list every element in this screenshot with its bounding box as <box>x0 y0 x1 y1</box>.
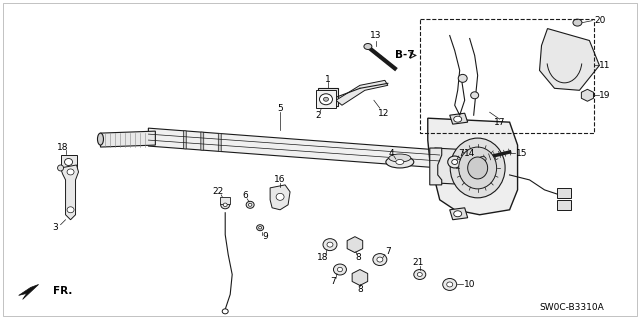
Polygon shape <box>352 270 368 286</box>
Text: 3: 3 <box>52 223 58 232</box>
Text: FR.: FR. <box>52 286 72 296</box>
Text: 18: 18 <box>57 143 68 152</box>
Ellipse shape <box>246 201 254 208</box>
Polygon shape <box>183 131 186 149</box>
Bar <box>318 88 338 106</box>
Ellipse shape <box>447 282 452 287</box>
Polygon shape <box>428 118 518 215</box>
Ellipse shape <box>97 133 104 145</box>
Bar <box>557 188 572 198</box>
Text: 18: 18 <box>317 253 329 262</box>
Ellipse shape <box>443 278 457 290</box>
Ellipse shape <box>459 147 497 189</box>
Ellipse shape <box>221 201 230 209</box>
Ellipse shape <box>276 193 284 200</box>
Bar <box>316 90 336 108</box>
Polygon shape <box>450 208 468 220</box>
Bar <box>420 19 595 133</box>
Text: 13: 13 <box>370 31 381 40</box>
Ellipse shape <box>452 160 458 165</box>
Ellipse shape <box>468 157 488 179</box>
Text: 19: 19 <box>600 91 611 100</box>
Polygon shape <box>540 29 600 90</box>
Text: 16: 16 <box>275 175 286 184</box>
Ellipse shape <box>67 207 74 213</box>
Polygon shape <box>435 148 472 185</box>
Polygon shape <box>270 185 290 210</box>
Text: 20: 20 <box>595 16 606 25</box>
Text: 7: 7 <box>385 247 391 256</box>
Text: 5: 5 <box>277 104 283 113</box>
Ellipse shape <box>373 254 387 265</box>
Ellipse shape <box>386 156 414 168</box>
Polygon shape <box>19 285 38 300</box>
Text: 9: 9 <box>262 232 268 241</box>
Text: 8: 8 <box>355 253 361 262</box>
Bar <box>557 200 572 210</box>
Ellipse shape <box>322 92 334 102</box>
Text: 8: 8 <box>357 285 363 294</box>
Ellipse shape <box>323 97 328 101</box>
Ellipse shape <box>58 165 63 171</box>
Ellipse shape <box>319 94 332 105</box>
Polygon shape <box>148 128 440 168</box>
Text: 7: 7 <box>458 149 463 158</box>
Ellipse shape <box>222 309 228 314</box>
Ellipse shape <box>248 203 252 206</box>
Text: 17: 17 <box>494 118 506 127</box>
Text: 21: 21 <box>412 258 424 267</box>
Text: SW0C-B3310A: SW0C-B3310A <box>540 303 604 312</box>
Polygon shape <box>336 80 388 105</box>
Polygon shape <box>218 133 221 152</box>
Ellipse shape <box>454 211 461 217</box>
Text: 1: 1 <box>325 75 331 84</box>
Text: 14: 14 <box>464 149 476 158</box>
Ellipse shape <box>364 43 372 49</box>
Text: 2: 2 <box>315 111 321 120</box>
Polygon shape <box>430 148 442 185</box>
Text: B-7: B-7 <box>395 50 415 61</box>
Ellipse shape <box>450 138 505 198</box>
Ellipse shape <box>396 160 404 165</box>
Ellipse shape <box>326 95 330 99</box>
Ellipse shape <box>377 257 383 262</box>
Ellipse shape <box>65 159 72 166</box>
Polygon shape <box>450 113 468 124</box>
Ellipse shape <box>448 156 461 168</box>
Polygon shape <box>347 237 363 253</box>
Text: 4: 4 <box>389 149 395 158</box>
Polygon shape <box>61 165 79 220</box>
Ellipse shape <box>470 92 479 99</box>
Ellipse shape <box>414 270 426 279</box>
Ellipse shape <box>257 225 264 231</box>
Polygon shape <box>100 131 156 147</box>
Ellipse shape <box>458 74 467 82</box>
Ellipse shape <box>337 267 342 272</box>
Ellipse shape <box>259 226 262 229</box>
Polygon shape <box>581 89 593 101</box>
Ellipse shape <box>479 157 486 161</box>
Text: 7: 7 <box>330 277 336 286</box>
Ellipse shape <box>389 154 411 162</box>
Text: 10: 10 <box>464 280 475 289</box>
Bar <box>220 197 230 204</box>
Text: 12: 12 <box>378 109 390 118</box>
Text: 6: 6 <box>243 191 248 200</box>
Ellipse shape <box>454 116 461 122</box>
Ellipse shape <box>417 272 422 277</box>
Ellipse shape <box>333 264 346 275</box>
Text: 15: 15 <box>516 149 527 158</box>
Ellipse shape <box>327 242 333 247</box>
Bar <box>61 155 77 169</box>
Ellipse shape <box>573 19 582 26</box>
Ellipse shape <box>67 169 74 175</box>
Text: 22: 22 <box>212 187 224 197</box>
Polygon shape <box>201 132 204 150</box>
Ellipse shape <box>323 239 337 251</box>
Ellipse shape <box>223 203 227 206</box>
Text: 11: 11 <box>600 61 611 70</box>
